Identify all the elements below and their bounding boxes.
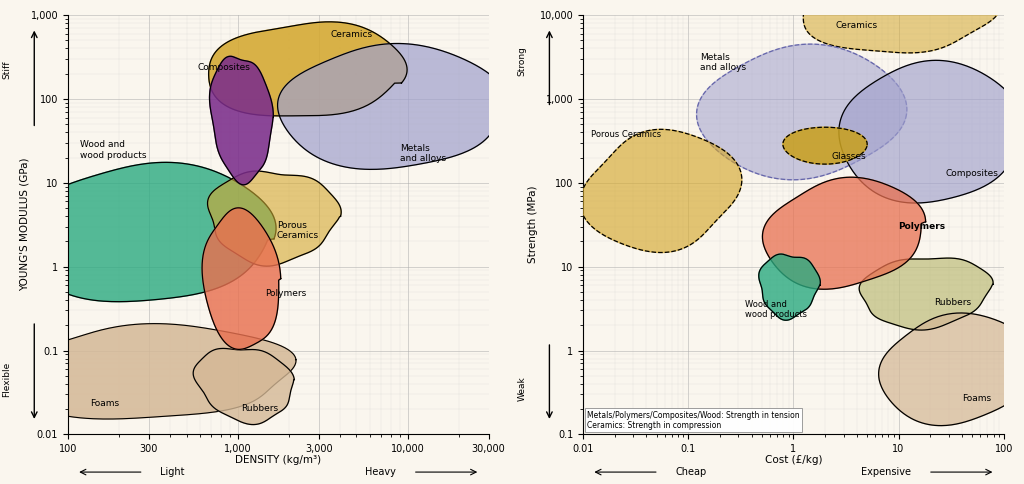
Text: Heavy: Heavy: [366, 467, 396, 477]
Polygon shape: [763, 177, 926, 289]
Text: Metals/Polymers/Composites/Wood: Strength in tension
Ceramics: Strength in compr: Metals/Polymers/Composites/Wood: Strengt…: [588, 411, 800, 430]
Text: Foams: Foams: [962, 394, 991, 403]
Polygon shape: [859, 258, 993, 330]
Polygon shape: [839, 60, 1023, 203]
Polygon shape: [879, 313, 1024, 425]
Text: Wood and
wood products: Wood and wood products: [745, 300, 808, 319]
Text: Porous Ceramics: Porous Ceramics: [592, 130, 662, 139]
Polygon shape: [208, 171, 341, 266]
Polygon shape: [209, 22, 408, 116]
Polygon shape: [696, 44, 907, 180]
Polygon shape: [759, 254, 820, 320]
Y-axis label: YOUNG'S MODULUS (GPa): YOUNG'S MODULUS (GPa): [19, 158, 29, 291]
Polygon shape: [278, 44, 506, 169]
Polygon shape: [194, 348, 294, 424]
Polygon shape: [210, 56, 273, 185]
Text: Metals
and alloys: Metals and alloys: [700, 53, 746, 72]
Polygon shape: [22, 162, 276, 302]
Text: Ceramics: Ceramics: [330, 30, 373, 39]
Text: Cheap: Cheap: [676, 467, 707, 477]
Text: Light: Light: [161, 467, 185, 477]
Y-axis label: Strength (MPa): Strength (MPa): [528, 186, 539, 263]
X-axis label: Cost (£/kg): Cost (£/kg): [765, 455, 822, 466]
Text: Polymers: Polymers: [898, 222, 946, 231]
Text: Glasses: Glasses: [831, 152, 866, 162]
Text: Strong: Strong: [517, 46, 526, 76]
Text: Composites: Composites: [945, 169, 998, 178]
Text: Flexible: Flexible: [2, 362, 11, 397]
Polygon shape: [803, 0, 1000, 53]
Polygon shape: [202, 208, 281, 349]
Polygon shape: [580, 129, 741, 253]
Text: Rubbers: Rubbers: [242, 404, 279, 413]
Text: Expensive: Expensive: [861, 467, 911, 477]
Text: Foams: Foams: [90, 399, 119, 408]
Text: Rubbers: Rubbers: [935, 298, 972, 307]
Text: Composites: Composites: [198, 63, 251, 72]
Text: Ceramics: Ceramics: [836, 21, 878, 30]
X-axis label: DENSITY (kg/m³): DENSITY (kg/m³): [236, 455, 322, 466]
Text: Weak: Weak: [517, 376, 526, 401]
Polygon shape: [783, 127, 867, 164]
Text: Wood and
wood products: Wood and wood products: [80, 140, 146, 160]
Text: Metals
and alloys: Metals and alloys: [399, 144, 445, 164]
Polygon shape: [5, 324, 296, 419]
Text: Porous
Ceramics: Porous Ceramics: [276, 221, 319, 240]
Text: Stiff: Stiff: [2, 60, 11, 79]
Text: Polymers: Polymers: [265, 289, 306, 298]
